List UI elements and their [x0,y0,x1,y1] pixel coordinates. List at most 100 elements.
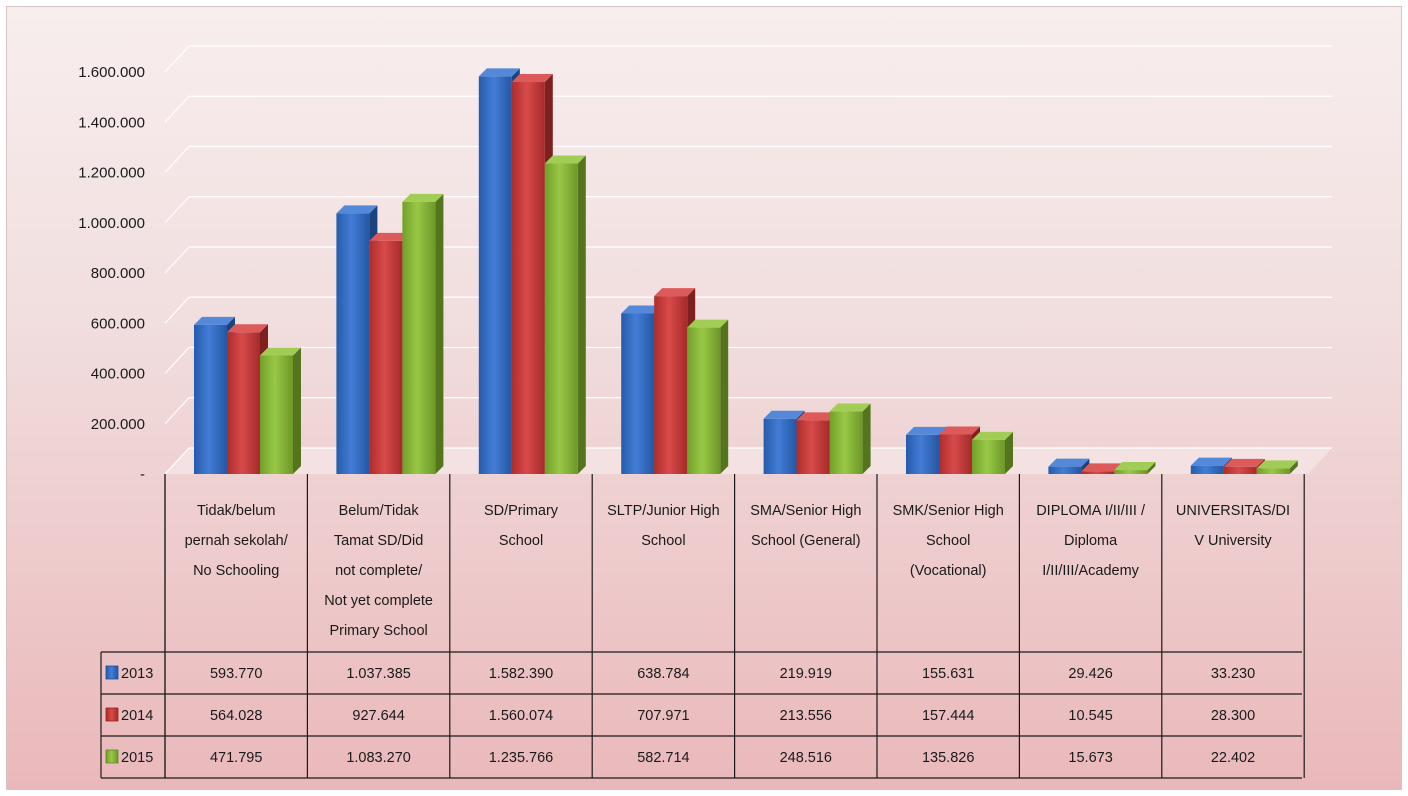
bar-2014-cat-8 [1223,466,1257,474]
bar-2014-cat-1 [227,332,260,474]
bar-2013-cat-7 [1048,466,1082,474]
bar-top [687,319,729,328]
bar-2013-cat-3 [478,76,512,475]
bar-2014-cat-5 [796,420,830,474]
x-tick-label: UNIVERSITAS/DI [1176,503,1290,519]
data-label: 1.037.385 [346,666,411,682]
bar-side [577,155,586,474]
data-label: 248.516 [780,750,832,766]
x-tick-label: Diploma [1064,533,1118,549]
data-label: 219.919 [780,666,832,682]
x-tick-label: Belum/Tidak [339,503,420,519]
y-tick-label: 1.000.000 [78,215,145,232]
bar-top [654,288,696,297]
gridline-depth [164,95,190,123]
y-tick-label: 400.000 [91,366,145,383]
data-label: 1.083.270 [346,750,411,766]
x-tick-label: School (General) [751,533,861,549]
bar-2015-cat-8 [1256,468,1290,474]
bar-top [1081,463,1123,472]
data-label: 1.582.390 [489,666,554,682]
gridline-depth [164,196,190,224]
legend-key-2013 [105,665,119,680]
bar-top [544,155,586,164]
bar-2015-cat-2 [402,201,436,474]
legend-key-2014 [105,707,119,722]
bar-top [763,410,805,419]
data-label: 155.631 [922,666,974,682]
bar-2013-cat-8 [1190,465,1224,474]
data-label: 471.795 [210,750,262,766]
data-label: 1.235.766 [489,750,554,766]
x-tick-label: I/II/III/Academy [1042,563,1139,579]
bar-2014-cat-2 [369,240,403,474]
data-label: 135.826 [922,750,974,766]
bar-top [906,426,947,435]
gridline-depth [164,45,190,73]
bar-2013-cat-5 [763,418,797,474]
x-tick-label: No Schooling [193,563,279,579]
y-tick-label: - [140,466,145,483]
bar-side [293,347,301,474]
bar-top [1256,460,1298,469]
y-tick-label: 1.600.000 [78,64,145,81]
gridline-depth [164,347,190,374]
data-label: 927.644 [352,708,404,724]
x-tick-label: V University [1194,533,1272,549]
bar-top [260,347,301,356]
bar-top [227,324,268,333]
bar-top [402,193,444,202]
legend-label: 2014 [121,708,153,724]
x-tick-label: School [499,533,543,549]
x-tick-label: SD/Primary [484,503,559,519]
legend-label: 2013 [121,666,153,682]
bar-top [621,305,663,314]
y-tick-label: 1.400.000 [78,114,145,131]
bar-top [194,316,235,325]
bar-2014-cat-6 [939,434,972,474]
data-label: 22.402 [1211,750,1255,766]
data-label: 564.028 [210,708,262,724]
bar-2015-cat-1 [260,355,293,474]
x-tick-label: School [641,533,685,549]
x-tick-label: SLTP/Junior High [607,503,720,519]
data-label: 638.784 [637,666,689,682]
bar-side [1289,460,1298,474]
data-label: 213.556 [780,708,832,724]
x-tick-label: Tidak/belum [197,503,275,519]
data-label: 10.545 [1068,708,1112,724]
data-label: 707.971 [637,708,689,724]
bar-top [796,412,838,421]
bar-2015-cat-3 [544,163,578,474]
x-tick-label: DIPLOMA I/II/III / [1036,503,1146,519]
data-label: 29.426 [1068,666,1112,682]
x-tick-label: not complete/ [335,563,423,579]
bar-top [972,431,1013,440]
gridline-depth [164,447,190,475]
legend-label: 2015 [121,750,153,766]
bar-top [829,403,871,412]
legend-key-2015 [105,749,119,764]
x-tick-label: Tamat SD/Did [334,533,423,549]
x-tick-label: pernah sekolah/ [185,533,289,549]
bar-side [435,193,444,474]
data-label: 582.714 [637,750,689,766]
bar-2015-cat-6 [972,439,1005,474]
bar-2013-cat-2 [336,213,370,474]
gridline-depth [164,146,190,173]
bar-top [478,68,520,77]
chart-floor [165,448,1332,474]
x-tick-label: SMK/Senior High [893,503,1004,519]
gridline-depth [164,397,190,425]
bar-2013-cat-1 [194,324,227,474]
bar-top [1223,458,1265,467]
data-label: 157.444 [922,708,974,724]
bar-2015-cat-7 [1114,470,1148,474]
bar-top [369,232,411,241]
bar-2013-cat-6 [906,434,939,474]
bar-top [1190,457,1232,466]
x-tick-label: Primary School [329,623,427,639]
bar-top [1114,462,1156,471]
bar-2015-cat-4 [687,327,721,474]
